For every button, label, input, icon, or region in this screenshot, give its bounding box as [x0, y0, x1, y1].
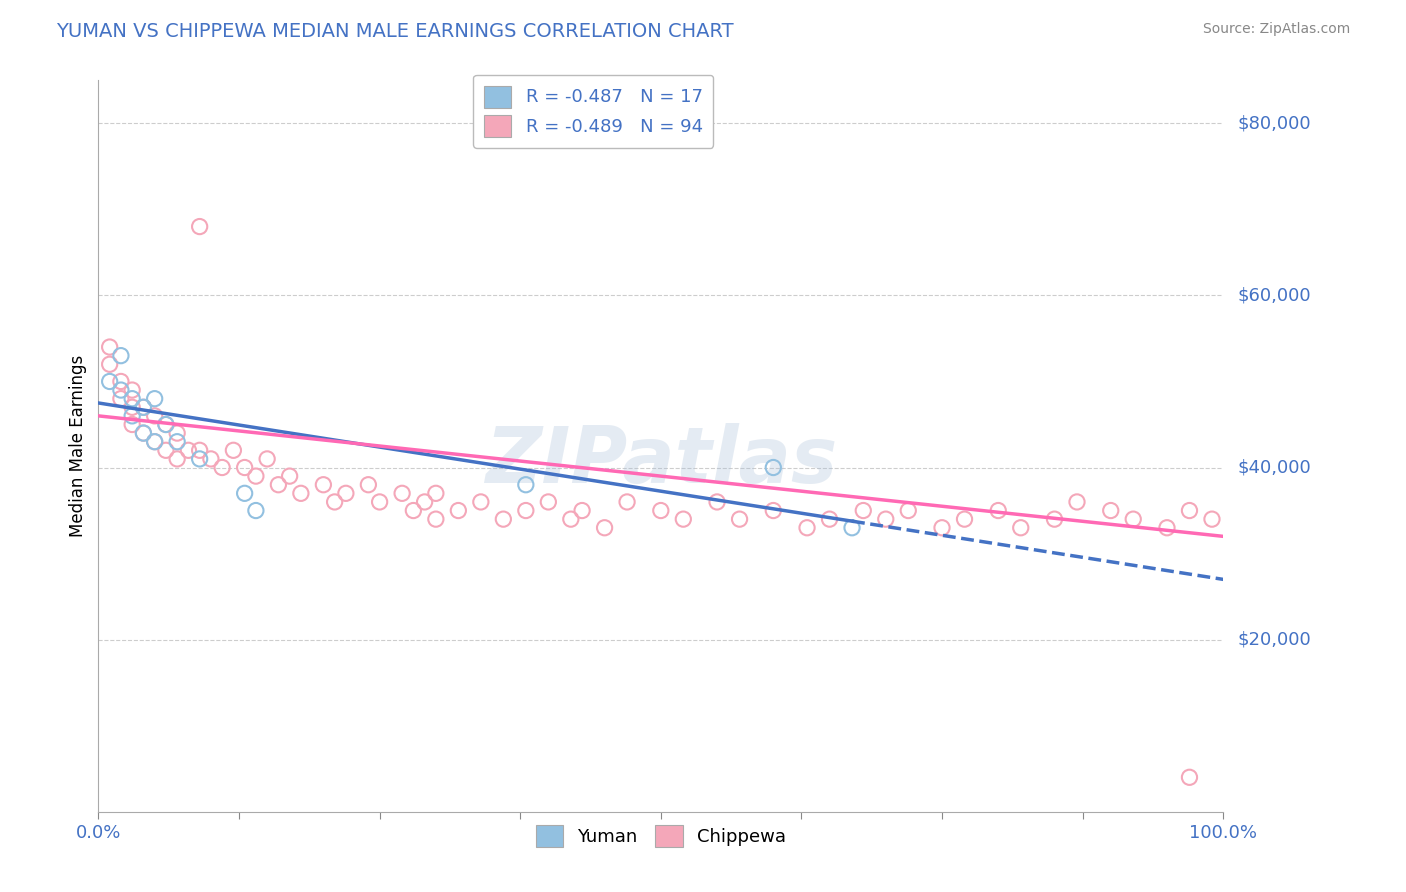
Point	[616, 495, 638, 509]
Point	[1099, 503, 1122, 517]
Point	[245, 469, 267, 483]
Point	[166, 434, 188, 449]
Point	[155, 443, 177, 458]
Point	[335, 486, 357, 500]
Point	[188, 451, 211, 466]
Point	[233, 460, 256, 475]
Text: YUMAN VS CHIPPEWA MEDIAN MALE EARNINGS CORRELATION CHART: YUMAN VS CHIPPEWA MEDIAN MALE EARNINGS C…	[56, 22, 734, 41]
Point	[447, 503, 470, 517]
Point	[987, 503, 1010, 517]
Point	[593, 521, 616, 535]
Point	[391, 486, 413, 500]
Legend: Yuman, Chippewa: Yuman, Chippewa	[529, 817, 793, 854]
Point	[1066, 495, 1088, 509]
Point	[290, 486, 312, 500]
Point	[143, 434, 166, 449]
Text: $80,000: $80,000	[1237, 114, 1310, 132]
Point	[852, 503, 875, 517]
Text: Source: ZipAtlas.com: Source: ZipAtlas.com	[1202, 22, 1350, 37]
Y-axis label: Median Male Earnings: Median Male Earnings	[69, 355, 87, 537]
Point	[200, 451, 222, 466]
Point	[515, 503, 537, 517]
Point	[132, 426, 155, 441]
Point	[1156, 521, 1178, 535]
Point	[312, 477, 335, 491]
Point	[121, 409, 143, 423]
Point	[166, 451, 188, 466]
Point	[728, 512, 751, 526]
Point	[245, 503, 267, 517]
Point	[796, 521, 818, 535]
Point	[155, 417, 177, 432]
Point	[121, 401, 143, 415]
Point	[560, 512, 582, 526]
Point	[762, 503, 785, 517]
Point	[110, 375, 132, 389]
Point	[155, 417, 177, 432]
Point	[98, 340, 121, 354]
Point	[672, 512, 695, 526]
Point	[256, 451, 278, 466]
Point	[1201, 512, 1223, 526]
Point	[177, 443, 200, 458]
Point	[357, 477, 380, 491]
Point	[188, 443, 211, 458]
Point	[706, 495, 728, 509]
Point	[402, 503, 425, 517]
Point	[121, 383, 143, 397]
Point	[166, 426, 188, 441]
Point	[1178, 770, 1201, 784]
Point	[267, 477, 290, 491]
Point	[132, 401, 155, 415]
Point	[818, 512, 841, 526]
Point	[211, 460, 233, 475]
Point	[233, 486, 256, 500]
Point	[1010, 521, 1032, 535]
Point	[121, 417, 143, 432]
Point	[323, 495, 346, 509]
Point	[110, 383, 132, 397]
Point	[650, 503, 672, 517]
Point	[931, 521, 953, 535]
Point	[1122, 512, 1144, 526]
Point	[875, 512, 897, 526]
Point	[571, 503, 593, 517]
Text: ZIPatlas: ZIPatlas	[485, 423, 837, 499]
Point	[222, 443, 245, 458]
Point	[1043, 512, 1066, 526]
Point	[425, 512, 447, 526]
Text: $20,000: $20,000	[1237, 631, 1310, 648]
Point	[188, 219, 211, 234]
Point	[121, 392, 143, 406]
Point	[110, 392, 132, 406]
Text: $60,000: $60,000	[1237, 286, 1310, 304]
Point	[143, 409, 166, 423]
Point	[1178, 503, 1201, 517]
Point	[762, 460, 785, 475]
Point	[413, 495, 436, 509]
Point	[143, 392, 166, 406]
Point	[953, 512, 976, 526]
Point	[537, 495, 560, 509]
Point	[132, 426, 155, 441]
Point	[515, 477, 537, 491]
Point	[132, 401, 155, 415]
Point	[98, 357, 121, 371]
Point	[143, 434, 166, 449]
Point	[897, 503, 920, 517]
Point	[110, 349, 132, 363]
Text: $40,000: $40,000	[1237, 458, 1310, 476]
Point	[470, 495, 492, 509]
Point	[368, 495, 391, 509]
Point	[492, 512, 515, 526]
Point	[841, 521, 863, 535]
Point	[98, 375, 121, 389]
Point	[278, 469, 301, 483]
Point	[425, 486, 447, 500]
